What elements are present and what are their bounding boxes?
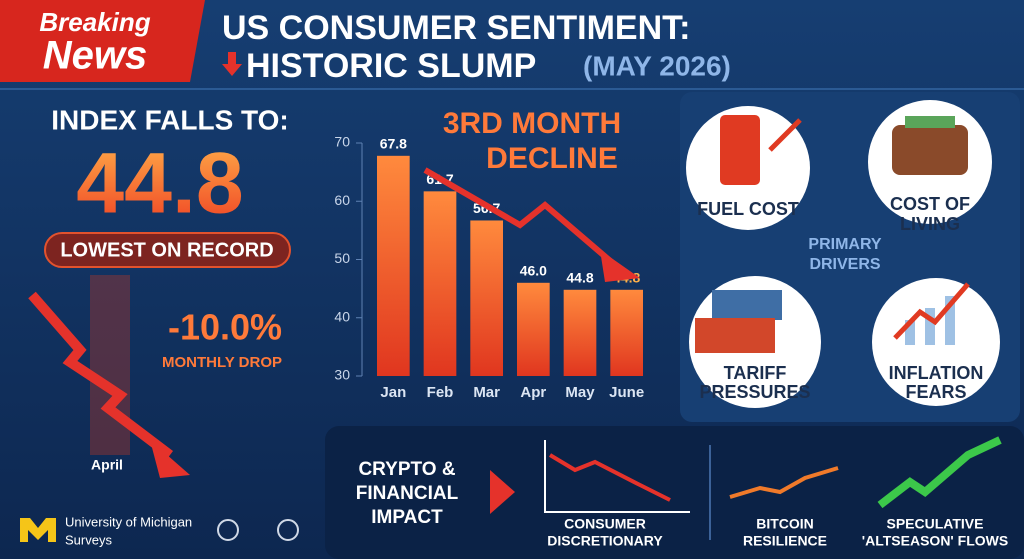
impact-label: CONSUMER: [564, 516, 646, 532]
impact-arrow: [490, 470, 515, 514]
impact-label: DISCRETIONARY: [547, 533, 663, 549]
y-tick-label: 50: [334, 250, 350, 266]
badge-text: Breaking: [39, 7, 150, 37]
impact-heading: FINANCIAL: [356, 483, 459, 504]
social-icon: [277, 519, 299, 541]
date: (MAY 2026): [583, 50, 731, 81]
driver-label: FEARS: [905, 382, 966, 402]
impact-label: 'ALTSEASON' FLOWS: [862, 533, 1008, 549]
april-column: [90, 275, 130, 455]
driver-label: FUEL COST: [697, 199, 799, 219]
title: US CONSUMER SENTIMENT:: [222, 9, 690, 47]
badge-text: News: [43, 34, 148, 78]
chart-annotation: DECLINE: [486, 142, 618, 175]
michigan-logo: [20, 518, 56, 542]
breaking-badge: [0, 0, 205, 82]
container-icon: [695, 318, 775, 353]
mini-axis: [544, 440, 690, 513]
x-tick-label: Mar: [473, 384, 500, 401]
month-label: April: [91, 457, 123, 473]
y-tick-label: 40: [334, 308, 350, 324]
drop-arrow: [28, 291, 174, 459]
impact-label: BITCOIN: [756, 516, 814, 532]
bar: [423, 191, 457, 376]
change-value: -10.0%: [168, 307, 282, 348]
y-tick-label: 30: [334, 367, 350, 383]
x-tick-label: Apr: [520, 384, 546, 401]
change-label: MONTHLY DROP: [162, 354, 282, 371]
title: HISTORIC SLUMP: [246, 47, 536, 85]
x-tick-label: May: [565, 384, 595, 401]
globe-icon: [217, 519, 239, 541]
drop-arrow-head: [150, 440, 190, 478]
down-arrow: [222, 52, 242, 76]
index-heading: INDEX FALLS TO:: [51, 104, 289, 135]
bar: [517, 282, 550, 376]
mini-line: [877, 436, 1002, 509]
impact-heading: IMPACT: [371, 507, 443, 528]
value-label: 46.0: [520, 263, 547, 279]
y-tick-label: 70: [334, 134, 350, 150]
x-tick-label: Feb: [427, 384, 454, 401]
value-label: 44.8: [566, 269, 593, 285]
bar: [563, 289, 597, 376]
record-note: LOWEST ON RECORD: [60, 239, 273, 261]
inflation-icon: [905, 320, 915, 345]
x-tick-label: Jan: [380, 384, 406, 401]
inflation-icon: [945, 296, 955, 345]
source: Surveys: [65, 532, 112, 547]
trend-arrow-head: [600, 250, 640, 282]
driver-bubble: [872, 278, 1000, 406]
bar: [377, 155, 410, 376]
inflation-icon: [925, 308, 935, 345]
container-icon: [712, 290, 782, 320]
trend-arrow: [423, 167, 617, 268]
driver-label: TARIFF: [724, 363, 787, 383]
drivers-heading: PRIMARY: [808, 236, 882, 253]
inflation-icon: [893, 282, 970, 340]
impact-panel: [325, 426, 1024, 559]
driver-label: INFLATION: [889, 363, 984, 383]
wallet-icon: [892, 125, 968, 175]
wallet-icon: [905, 116, 955, 128]
index-value: 44.8: [76, 136, 243, 232]
mini-line: [729, 466, 839, 499]
chart-annotation: 3RD MONTH: [443, 107, 621, 140]
x-tick-label: June: [609, 384, 644, 401]
impact-label: RESILIENCE: [743, 533, 827, 549]
source: University of Michigan: [65, 514, 192, 529]
driver-label: LIVING: [900, 214, 960, 234]
mini-line: [548, 453, 671, 502]
driver-label: COST OF: [890, 194, 970, 214]
value-label: 67.8: [380, 136, 407, 152]
bar: [610, 289, 643, 376]
driver-label: PRESSURES: [699, 382, 810, 402]
impact-label: SPECULATIVE: [887, 516, 984, 532]
fuel-icon: [768, 118, 802, 152]
record-pill: [44, 232, 291, 268]
fuel-icon: [720, 115, 760, 185]
y-tick-label: 60: [334, 192, 350, 208]
drivers-heading: DRIVERS: [809, 256, 880, 273]
impact-heading: CRYPTO &: [358, 459, 455, 480]
divider: [0, 88, 1024, 90]
bar: [470, 220, 503, 376]
